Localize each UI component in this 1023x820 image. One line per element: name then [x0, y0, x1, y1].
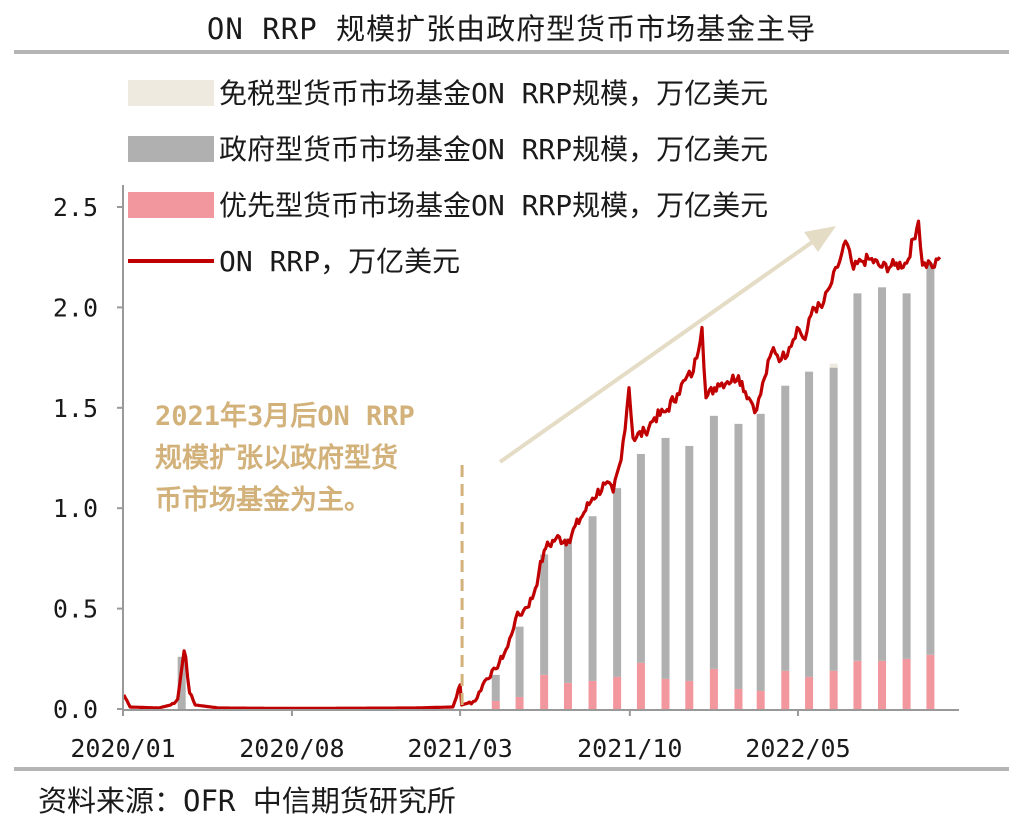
bar-prime [805, 676, 814, 709]
legend-swatch [128, 192, 214, 218]
source-note: 资料来源：OFR 中信期货研究所 [38, 784, 456, 818]
bar-prime [709, 668, 718, 709]
x-tick-label: 2020/08 [239, 734, 344, 763]
y-tick-label: 1.5 [53, 394, 98, 423]
trend-arrow-shaft [498, 236, 820, 464]
x-tick-label: 2020/01 [70, 734, 175, 763]
bar-prime [563, 682, 572, 709]
bar-government [613, 488, 622, 677]
bar-government [926, 263, 935, 655]
bar-prime [515, 696, 524, 709]
bar-government [588, 516, 597, 681]
bar-government [734, 423, 743, 689]
bar-government [491, 674, 500, 701]
line-layer [122, 219, 942, 710]
legend-label: 优先型货币市场基金ON RRP规模，万亿美元 [219, 189, 768, 222]
bar-prime [853, 660, 862, 709]
bar-government [540, 554, 549, 675]
legend-swatch [128, 136, 214, 162]
bar-prime [734, 688, 743, 709]
bar-government [685, 445, 694, 681]
bar-government [805, 371, 814, 677]
y-tick-label: 2.5 [53, 193, 98, 222]
bar-government [661, 437, 670, 679]
bar-government [756, 413, 765, 691]
trend-arrow-head [804, 226, 836, 252]
bar-government [829, 367, 838, 671]
x-tick-label: 2022/05 [745, 734, 850, 763]
bar-prime [588, 680, 597, 709]
bar-government [636, 453, 645, 663]
bar-prime [685, 680, 694, 709]
legend-label: ON RRP，万亿美元 [219, 245, 460, 278]
bar-prime [781, 670, 790, 709]
bars-layer [177, 263, 935, 709]
footer-divider [14, 767, 1009, 771]
bar-prime [902, 658, 911, 709]
bar-government [878, 287, 887, 661]
legend-swatch-line [128, 259, 214, 263]
chart-canvas: 0.0 0.5 1.0 1.5 2.0 2.5 2020/01 2020/08 2021/03 2… [53, 77, 959, 763]
bar-government [781, 385, 790, 671]
y-tick-label: 0.5 [53, 595, 98, 624]
bar-prime [926, 654, 935, 709]
bar-government [853, 293, 862, 661]
axes-layer: 0.0 0.5 1.0 1.5 2.0 2.5 2020/01 2020/08 2021/03 2… [53, 185, 959, 763]
bar-government [902, 293, 911, 659]
bar-prime [613, 676, 622, 709]
bar-prime [878, 660, 887, 709]
x-tick-label: 2021/10 [577, 734, 682, 763]
title-divider [14, 50, 1009, 54]
y-tick-label: 2.0 [53, 293, 98, 322]
annotation-text: 规模扩张以政府型货 [155, 442, 398, 474]
y-tick-label: 1.0 [53, 494, 98, 523]
bar-prime [756, 690, 765, 709]
bar-prime [540, 674, 549, 709]
bar-government [563, 538, 572, 683]
bar-prime [661, 678, 670, 709]
on-rrp-line [122, 219, 942, 710]
bar-government [709, 415, 718, 669]
bar-prime [636, 662, 645, 709]
legend-swatch [128, 80, 214, 106]
bar-tax-exempt [829, 363, 838, 368]
bar-prime [491, 700, 500, 709]
chart-title: ON RRP 规模扩张由政府型货币市场基金主导 [206, 12, 817, 46]
annotation-text: 币市场基金为主。 [155, 484, 371, 516]
legend-label: 政府型货币市场基金ON RRP规模，万亿美元 [219, 133, 768, 166]
bar-government [515, 626, 524, 697]
bar-prime [829, 670, 838, 709]
x-tick-label: 2021/03 [407, 734, 512, 763]
bar-government [177, 656, 186, 709]
legend-label: 免税型货币市场基金ON RRP规模，万亿美元 [219, 77, 768, 110]
y-tick-label: 0.0 [53, 695, 98, 724]
annotation-text: 2021年3月后ON RRP [155, 400, 415, 432]
